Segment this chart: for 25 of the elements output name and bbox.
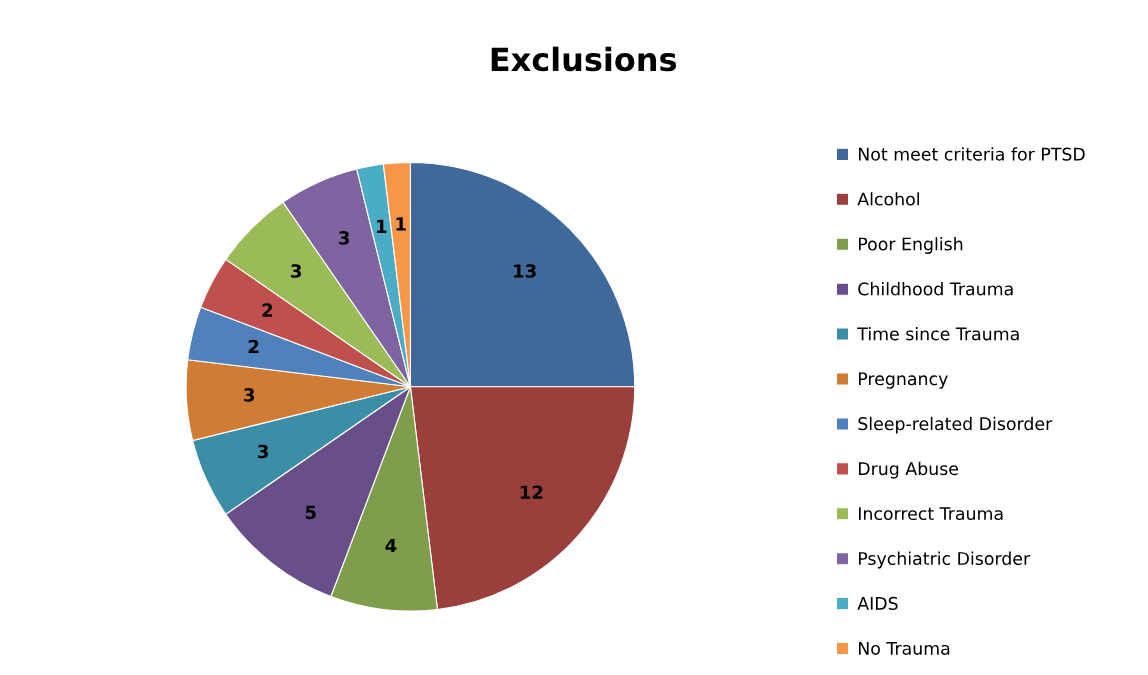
data-label: 1 (377, 219, 387, 233)
legend-label: No Trauma (858, 641, 950, 655)
data-label: 3 (258, 444, 268, 459)
legend-label: Incorrect Trauma (858, 507, 1003, 521)
legend-label: Childhood Trauma (858, 282, 1013, 296)
legend-label: Alcohol (857, 192, 919, 206)
data-label: 2 (262, 303, 273, 317)
legend-label: AIDS (857, 596, 898, 610)
data-label: 12 (520, 485, 543, 499)
data-label: 2 (248, 339, 259, 354)
legend-label: Not meet criteria for PTSD (858, 147, 1085, 161)
data-label: 4 (385, 538, 397, 553)
data-label: 3 (244, 388, 255, 402)
legend-label: Pregnancy (858, 372, 948, 389)
legend-label: Sleep-related Disorder (858, 416, 1053, 434)
data-label: 3 (291, 264, 302, 278)
data-label: 13 (514, 264, 536, 278)
legend-label: Drug Abuse (858, 461, 959, 479)
legend-label: Psychiatric Disorder (858, 551, 1031, 569)
legend-label: Time since Trauma (857, 326, 1019, 341)
legend-label: Poor English (858, 237, 963, 254)
chart-title: Exclusions (491, 46, 677, 72)
data-label: 3 (339, 231, 349, 245)
data-label: 5 (305, 505, 316, 520)
data-label: 1 (396, 217, 406, 231)
